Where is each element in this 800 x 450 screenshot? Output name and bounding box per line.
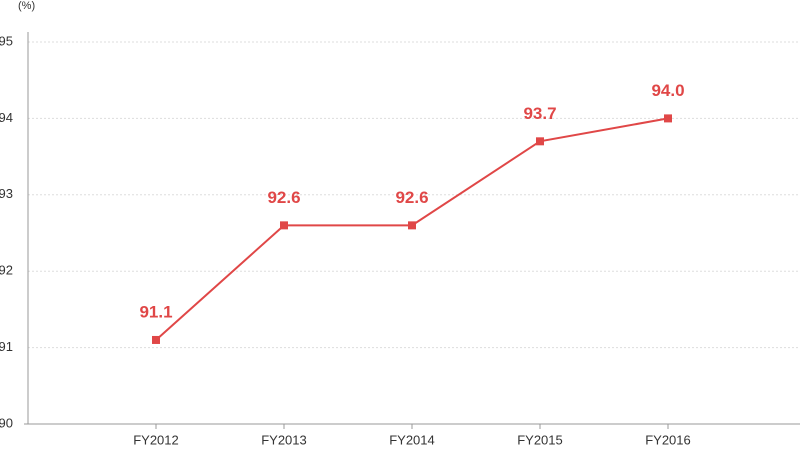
data-point bbox=[664, 114, 672, 123]
x-tick-label: FY2016 bbox=[645, 432, 691, 447]
data-point bbox=[536, 137, 544, 146]
y-tick-label: 92 bbox=[0, 263, 13, 278]
value-label: 93.7 bbox=[523, 104, 556, 123]
value-label: 94.0 bbox=[651, 81, 684, 100]
x-tick-label: FY2014 bbox=[389, 432, 435, 447]
x-tick-label: FY2012 bbox=[133, 432, 179, 447]
y-tick-label: 95 bbox=[0, 33, 13, 48]
value-label: 91.1 bbox=[139, 302, 172, 321]
value-label: 92.6 bbox=[267, 188, 300, 207]
x-tick-label: FY2013 bbox=[261, 432, 307, 447]
x-tick-label: FY2015 bbox=[517, 432, 563, 447]
data-point bbox=[152, 335, 160, 344]
data-point bbox=[408, 221, 416, 230]
y-tick-label: 93 bbox=[0, 186, 13, 201]
y-tick-label: 91 bbox=[0, 339, 13, 354]
unit-label: (%) bbox=[18, 0, 35, 12]
y-tick-label: 94 bbox=[0, 110, 13, 125]
y-tick-label: 90 bbox=[0, 415, 13, 430]
value-label: 92.6 bbox=[395, 188, 428, 207]
data-point bbox=[280, 221, 288, 230]
